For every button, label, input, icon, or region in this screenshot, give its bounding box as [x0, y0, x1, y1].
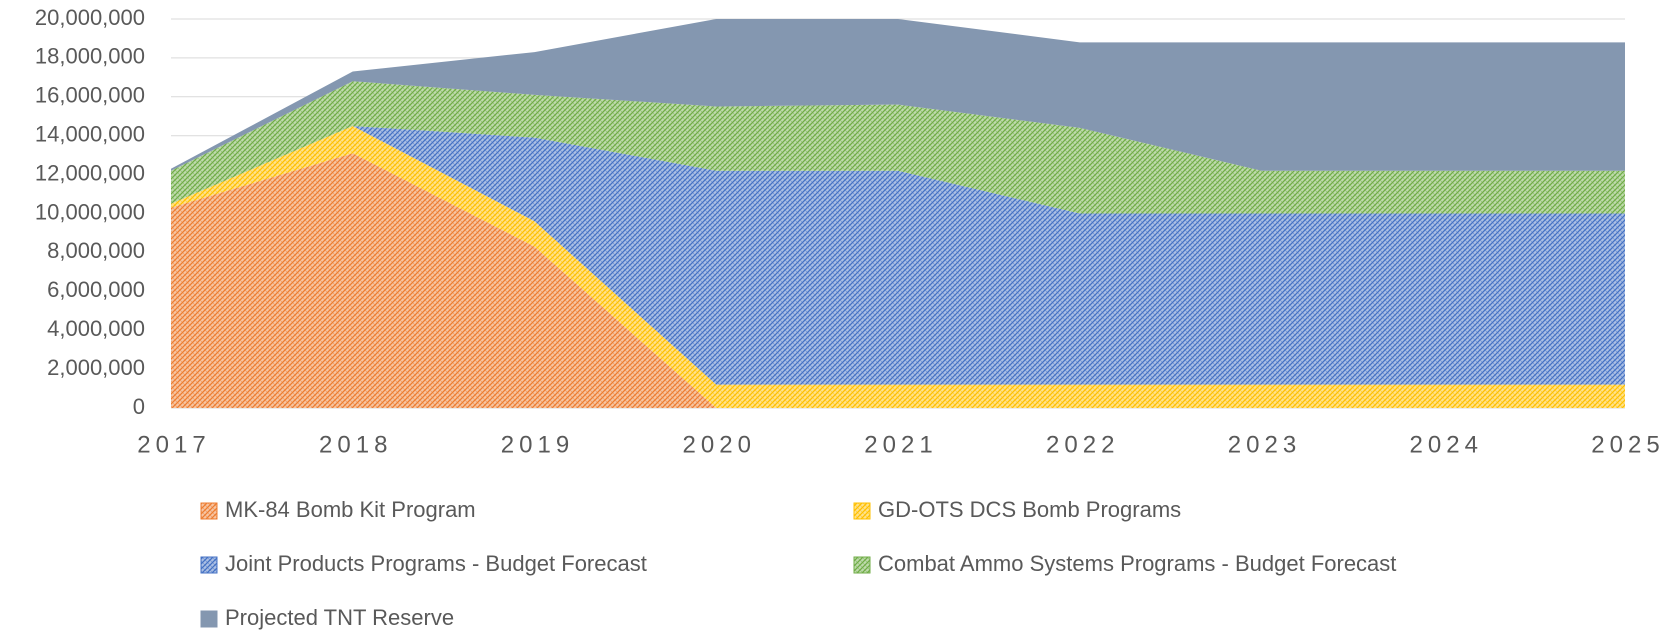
x-tick-label: 2020	[683, 431, 756, 458]
x-tick-label: 2024	[1410, 431, 1483, 458]
y-tick-label: 14,000,000	[35, 122, 145, 147]
legend-swatch	[200, 502, 218, 520]
x-tick-label: 2023	[1228, 431, 1301, 458]
y-tick-label: 6,000,000	[47, 277, 145, 302]
legend-label: GD-OTS DCS Bomb Programs	[878, 497, 1181, 522]
legend-swatch	[853, 502, 871, 520]
x-tick-label: 2021	[864, 431, 937, 458]
y-tick-label: 2,000,000	[47, 355, 145, 380]
legend-label: Combat Ammo Systems Programs - Budget Fo…	[878, 551, 1396, 576]
y-tick-label: 16,000,000	[35, 83, 145, 108]
area	[171, 125, 1625, 385]
y-tick-label: 10,000,000	[35, 199, 145, 224]
x-tick-label: 2018	[319, 431, 392, 458]
area	[171, 153, 1625, 408]
legend-swatch	[853, 556, 871, 574]
y-tick-label: 8,000,000	[47, 238, 145, 263]
x-tick-label: 2022	[1046, 431, 1119, 458]
y-tick-label: 0	[133, 394, 145, 419]
y-tick-label: 20,000,000	[35, 5, 145, 30]
legend-label: Projected TNT Reserve	[225, 605, 454, 630]
y-tick-label: 18,000,000	[35, 44, 145, 69]
x-tick-label: 2025	[1591, 431, 1664, 458]
y-tick-label: 4,000,000	[47, 316, 145, 341]
legend-swatch	[200, 556, 218, 574]
y-tick-label: 12,000,000	[35, 160, 145, 185]
area	[171, 81, 1625, 214]
x-tick-label: 2019	[501, 431, 574, 458]
x-tick-label: 2017	[137, 431, 210, 458]
area	[171, 125, 1625, 408]
area	[171, 19, 1625, 171]
legend-swatch	[200, 610, 218, 628]
legend-label: Joint Products Programs - Budget Forecas…	[225, 551, 647, 576]
legend-label: MK-84 Bomb Kit Program	[225, 497, 476, 522]
